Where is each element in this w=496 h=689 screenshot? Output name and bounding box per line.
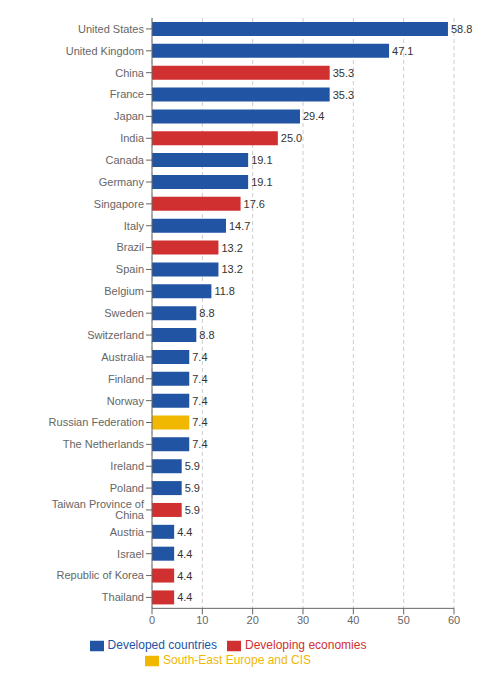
svg-text:7.4: 7.4	[192, 416, 207, 428]
svg-text:Italy: Italy	[124, 220, 145, 232]
svg-text:58.8: 58.8	[451, 23, 472, 35]
svg-text:The Netherlands: The Netherlands	[63, 438, 145, 450]
svg-text:17.6: 17.6	[244, 198, 265, 210]
svg-text:7.4: 7.4	[192, 438, 207, 450]
svg-text:7.4: 7.4	[192, 351, 207, 363]
svg-text:47.1: 47.1	[392, 45, 413, 57]
svg-text:Poland: Poland	[110, 482, 144, 494]
svg-text:United States: United States	[78, 23, 145, 35]
svg-text:14.7: 14.7	[229, 220, 250, 232]
svg-text:20: 20	[247, 614, 259, 626]
svg-text:Thailand: Thailand	[102, 591, 144, 603]
svg-text:25.0: 25.0	[281, 132, 302, 144]
svg-text:Norway: Norway	[107, 395, 145, 407]
svg-text:Sweden: Sweden	[104, 307, 144, 319]
svg-text:Belgium: Belgium	[104, 285, 144, 297]
svg-text:Israel: Israel	[117, 548, 144, 560]
svg-text:11.8: 11.8	[214, 285, 235, 297]
html-text:South-East Europe and CIS: South-East Europe and CIS	[163, 653, 311, 668]
svg-text:4.4: 4.4	[177, 570, 192, 582]
svg-text:19.1: 19.1	[251, 154, 272, 166]
svg-text:5.9: 5.9	[185, 504, 200, 516]
svg-text:China: China	[115, 67, 145, 79]
svg-text:4.4: 4.4	[177, 548, 192, 560]
svg-text:40: 40	[347, 614, 359, 626]
svg-text:Republic of Korea: Republic of Korea	[57, 569, 145, 581]
svg-text:5.9: 5.9	[185, 482, 200, 494]
svg-text:8.8: 8.8	[199, 307, 214, 319]
svg-text:Ireland: Ireland	[110, 460, 144, 472]
svg-text:13.2: 13.2	[221, 263, 242, 275]
svg-text:0: 0	[149, 614, 155, 626]
svg-text:Taiwan Province ofChina: Taiwan Province ofChina	[52, 498, 145, 521]
svg-text:Canada: Canada	[105, 154, 144, 166]
svg-text:Germany: Germany	[99, 176, 145, 188]
svg-text:7.4: 7.4	[192, 373, 207, 385]
svg-text:India: India	[120, 132, 145, 144]
svg-text:30: 30	[297, 614, 309, 626]
svg-text:8.8: 8.8	[199, 329, 214, 341]
svg-text:Spain: Spain	[116, 263, 144, 275]
svg-text:Japan: Japan	[114, 110, 144, 122]
svg-text:19.1: 19.1	[251, 176, 272, 188]
svg-text:10: 10	[196, 614, 208, 626]
svg-text:Brazil: Brazil	[116, 241, 144, 253]
svg-text:7.4: 7.4	[192, 395, 207, 407]
svg-text:5.9: 5.9	[185, 460, 200, 472]
svg-text:50: 50	[398, 614, 410, 626]
svg-text:Finland: Finland	[108, 373, 144, 385]
svg-text:35.3: 35.3	[333, 67, 354, 79]
svg-text:29.4: 29.4	[303, 110, 324, 122]
svg-text:35.3: 35.3	[333, 89, 354, 101]
svg-text:4.4: 4.4	[177, 526, 192, 538]
html-text:Developed countries: Developed countries	[107, 638, 217, 653]
svg-text:60: 60	[448, 614, 460, 626]
html-text:Developing economies: Developing economies	[245, 638, 367, 653]
svg-text:United Kingdom: United Kingdom	[66, 45, 144, 57]
svg-text:Australia: Australia	[101, 351, 145, 363]
svg-text:France: France	[110, 88, 144, 100]
svg-text:4.4: 4.4	[177, 591, 192, 603]
svg-text:Singapore: Singapore	[94, 198, 144, 210]
svg-text:Russian Federation: Russian Federation	[49, 416, 144, 428]
svg-text:Switzerland: Switzerland	[87, 329, 144, 341]
svg-text:Austria: Austria	[110, 526, 145, 538]
svg-text:13.2: 13.2	[221, 242, 242, 254]
